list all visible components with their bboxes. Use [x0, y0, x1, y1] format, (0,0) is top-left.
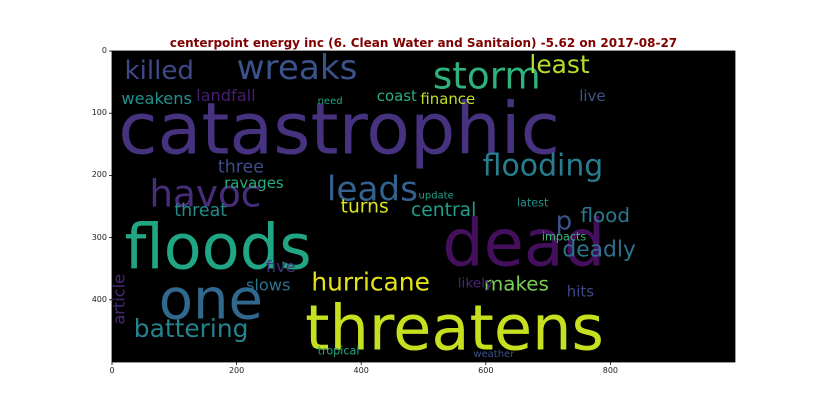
- word-update: update: [419, 190, 454, 201]
- word-leads: leads: [327, 169, 418, 209]
- word-turns: turns: [341, 197, 389, 218]
- y-tick-label: 200: [91, 170, 107, 180]
- word-hits: hits: [567, 283, 594, 301]
- chart-title: centerpoint energy inc (6. Clean Water a…: [169, 36, 678, 50]
- word-one: one: [159, 267, 263, 332]
- word-weakens: weakens: [121, 89, 192, 108]
- word-havoc: havoc: [149, 172, 261, 216]
- axis-ticks: [109, 50, 611, 365]
- word-coast: coast: [377, 87, 417, 105]
- word-dead: dead: [442, 206, 605, 282]
- word-finance: finance: [420, 90, 475, 108]
- word-storm: storm: [433, 53, 541, 97]
- word-battering: battering: [134, 314, 249, 343]
- x-tick-label: 0: [109, 366, 115, 375]
- word-flood: flood: [580, 204, 630, 227]
- word-least: least: [529, 50, 589, 79]
- word-landfall: landfall: [196, 86, 256, 105]
- word-ravages: ravages: [224, 174, 284, 192]
- word-need: need: [318, 96, 343, 107]
- plot-background: [112, 51, 735, 362]
- word-threat: threat: [174, 201, 227, 221]
- word-likely: likely: [458, 275, 493, 291]
- y-tick-label: 300: [91, 232, 107, 242]
- word-live: live: [579, 87, 605, 105]
- x-tick-label: 200: [228, 366, 245, 375]
- word-flooding: flooding: [483, 148, 604, 183]
- word-three: three: [218, 157, 264, 177]
- word-catastrophic: catastrophic: [118, 88, 560, 171]
- word-hurricane: hurricane: [311, 267, 430, 296]
- plot-frame: [111, 50, 736, 363]
- word-weather: weather: [473, 349, 515, 360]
- word-makes: makes: [484, 272, 549, 295]
- word-deadly: deadly: [562, 237, 635, 262]
- word-article: article: [109, 274, 128, 325]
- word-central: central: [411, 200, 476, 221]
- x-tick-label: 600: [478, 366, 494, 375]
- word-tropical: tropical: [318, 345, 360, 358]
- word-killed: killed: [124, 56, 193, 86]
- word-slows: slows: [246, 275, 291, 294]
- x-tick-label: 400: [353, 366, 369, 375]
- word-p: p: [556, 207, 573, 237]
- word-threatens: threatens: [305, 292, 604, 365]
- word-floods: floods: [124, 211, 311, 284]
- word-five: five: [266, 257, 296, 276]
- word-impacts: impacts: [542, 231, 587, 244]
- word-wreaks: wreaks: [237, 48, 358, 88]
- y-tick-label: 100: [91, 108, 107, 118]
- y-tick-label: 400: [91, 294, 107, 304]
- y-tick-label: 0: [101, 46, 107, 55]
- x-tick-label: 800: [602, 366, 619, 375]
- word-latest: latest: [517, 197, 549, 210]
